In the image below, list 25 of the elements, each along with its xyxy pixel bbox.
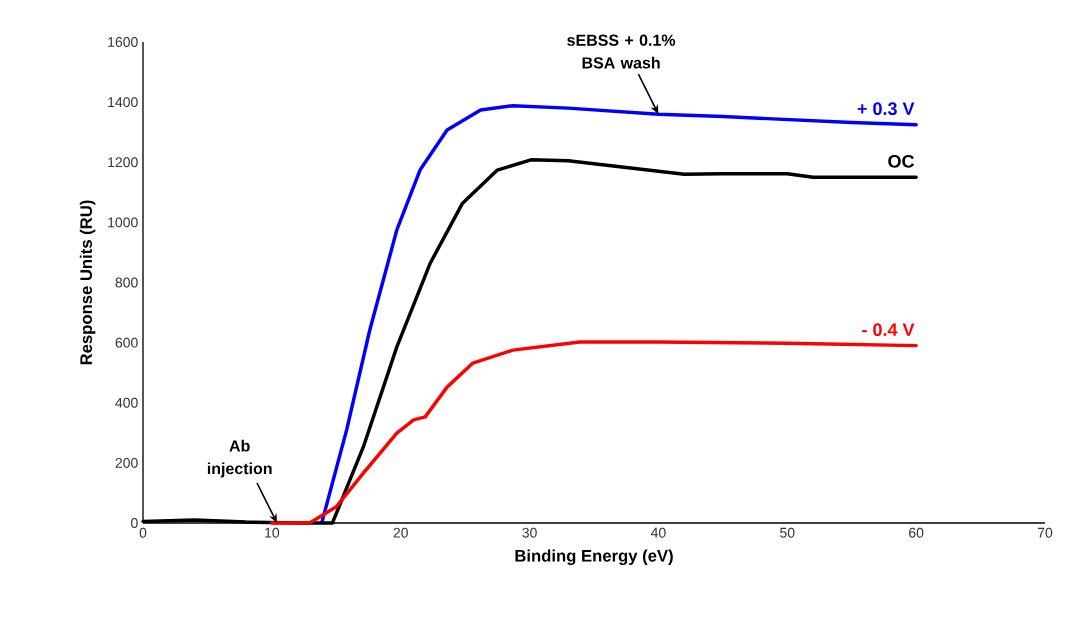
y-tick-label: 1200 <box>108 157 138 168</box>
x-tick-label: 60 <box>909 527 924 538</box>
y-tick-label: 800 <box>115 277 138 288</box>
y-tick-label: 200 <box>115 457 138 468</box>
annotation: sEBSS + 0.1% BSA wash <box>567 34 676 69</box>
y-axis-title: Response Units (RU) <box>79 200 96 365</box>
y-tick-label: 0 <box>131 518 138 528</box>
y-tick-label: 1400 <box>108 97 138 108</box>
line-series <box>270 340 918 525</box>
y-tick-label: 600 <box>115 337 138 348</box>
series-label: - 0.4 V <box>862 323 915 337</box>
x-axis-title: Binding Energy (eV) <box>515 549 673 566</box>
annotation: Ab injection <box>207 439 272 478</box>
series-label: OC <box>888 154 915 168</box>
y-tick-label: 400 <box>115 397 138 408</box>
x-tick-label: 30 <box>522 527 537 538</box>
series-label: + 0.3 V <box>857 102 915 116</box>
x-tick-label: 0 <box>139 527 147 538</box>
x-tick-label: 10 <box>265 527 280 538</box>
x-tick-label: 40 <box>650 527 666 538</box>
y-tick-label: 1000 <box>108 217 138 228</box>
y-tick-label: 1600 <box>108 37 138 47</box>
x-tick-label: 70 <box>1037 527 1053 538</box>
x-tick-label: 50 <box>780 527 795 538</box>
x-tick-label: 20 <box>393 527 408 538</box>
